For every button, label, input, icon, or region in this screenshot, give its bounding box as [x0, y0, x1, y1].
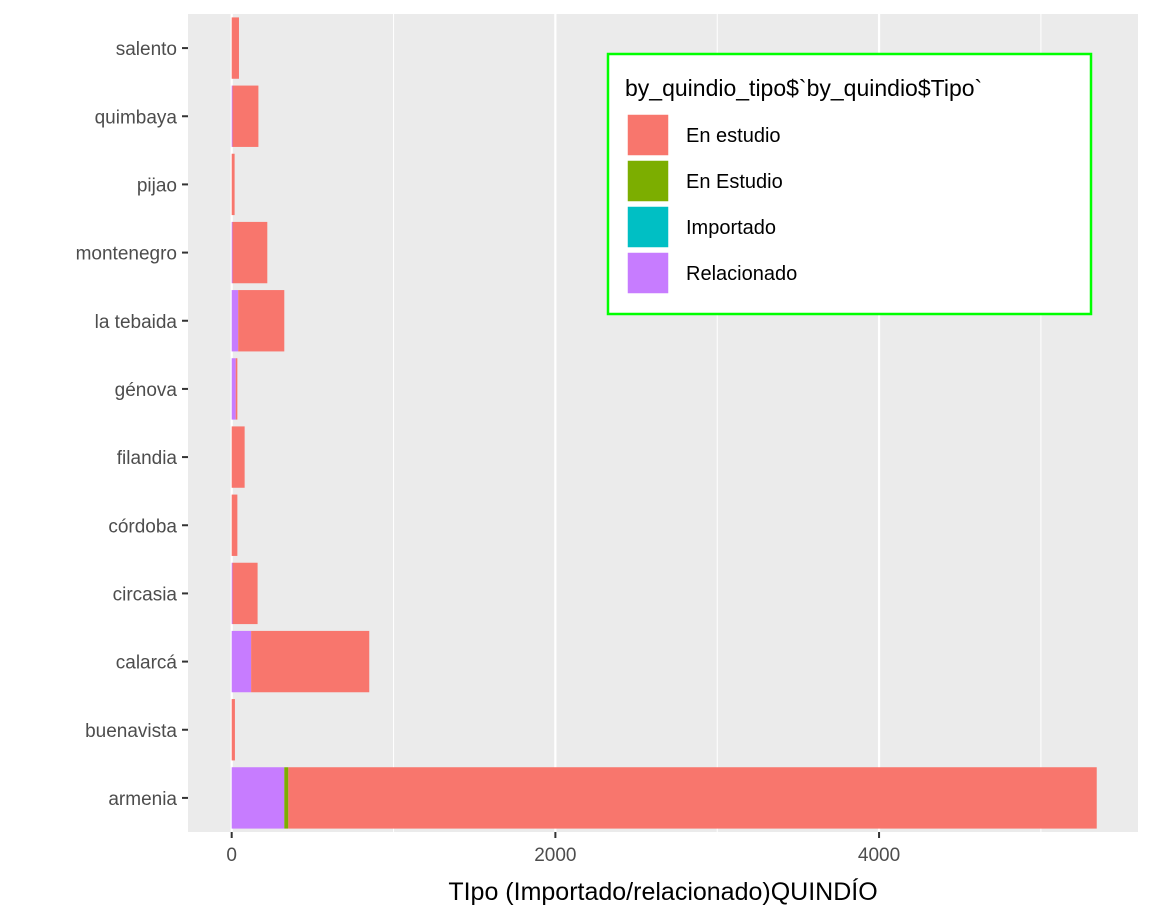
bar-relacionado-armenia	[231, 767, 285, 829]
bar-en-estudio-génova	[235, 358, 238, 420]
legend: by_quindio_tipo$`by_quindio$Tipo` En est…	[606, 52, 1093, 316]
y-tick-label: buenavista	[85, 721, 177, 742]
legend-key-en-estudio	[626, 113, 670, 157]
bar-en-estudio-quimbaya	[232, 85, 259, 147]
y-tick-label: la tebaida	[95, 312, 178, 333]
legend-label: Relacionado	[686, 263, 797, 285]
bar-relacionado-génova	[231, 358, 236, 420]
y-tick-label: circasia	[113, 584, 178, 605]
legend-key-relacionado	[626, 251, 670, 295]
bar-relacionado-montenegro	[231, 221, 233, 284]
bar-en-estudio-córdoba	[231, 494, 238, 556]
bar-relacionado-la-tebaida	[231, 290, 239, 352]
x-axis-title: TIpo (Importado/relacionado)QUINDÍO	[448, 877, 877, 906]
y-tick-label: pijao	[137, 175, 177, 196]
legend-label: Importado	[686, 217, 776, 239]
bars	[231, 17, 1097, 829]
y-tick-label: calarcá	[116, 653, 178, 674]
bar-en-estudio-armenia	[284, 767, 289, 829]
bar-en-estudio-filandia	[231, 426, 245, 488]
legend-title: by_quindio_tipo$`by_quindio$Tipo`	[625, 75, 982, 101]
bar-relacionado-quimbaya	[231, 85, 233, 147]
bar-en-estudio-montenegro	[232, 221, 268, 284]
bar-relacionado-calarcá	[231, 630, 252, 693]
bar-en-estudio-la-tebaida	[238, 290, 285, 352]
legend-label: En estudio	[686, 125, 781, 147]
y-tick-label: córdoba	[108, 516, 177, 537]
y-axis: armenia buenavista calarcá circasia córdoba f…	[76, 39, 188, 810]
bar-en-estudio-calarcá	[251, 630, 370, 693]
x-tick-label: 4000	[858, 845, 900, 866]
x-tick-label: 0	[226, 845, 237, 866]
y-tick-label: armenia	[108, 789, 177, 810]
y-tick-label: quimbaya	[95, 107, 178, 128]
legend-box	[606, 52, 1093, 316]
y-tick-label: salento	[116, 39, 177, 60]
legend-key-importado	[626, 205, 670, 249]
y-tick-label: montenegro	[76, 244, 177, 265]
bar-en-estudio-buenavista	[231, 699, 235, 761]
x-axis: 0 2000 4000	[226, 832, 900, 866]
x-tick-label: 2000	[534, 845, 576, 866]
bar-relacionado-circasia	[231, 562, 233, 625]
y-tick-label: filandia	[117, 448, 178, 469]
y-tick-label: génova	[115, 380, 178, 401]
bar-en-estudio-pijao	[231, 153, 235, 216]
bar-en-estudio-salento	[231, 17, 239, 79]
bar-en-estudio-armenia	[288, 767, 1097, 829]
legend-items: En estudio En Estudio Importado Relacionado	[626, 113, 797, 295]
legend-label: En Estudio	[686, 171, 783, 193]
legend-key-en-estudio	[626, 159, 670, 203]
bar-en-estudio-circasia	[232, 562, 258, 625]
